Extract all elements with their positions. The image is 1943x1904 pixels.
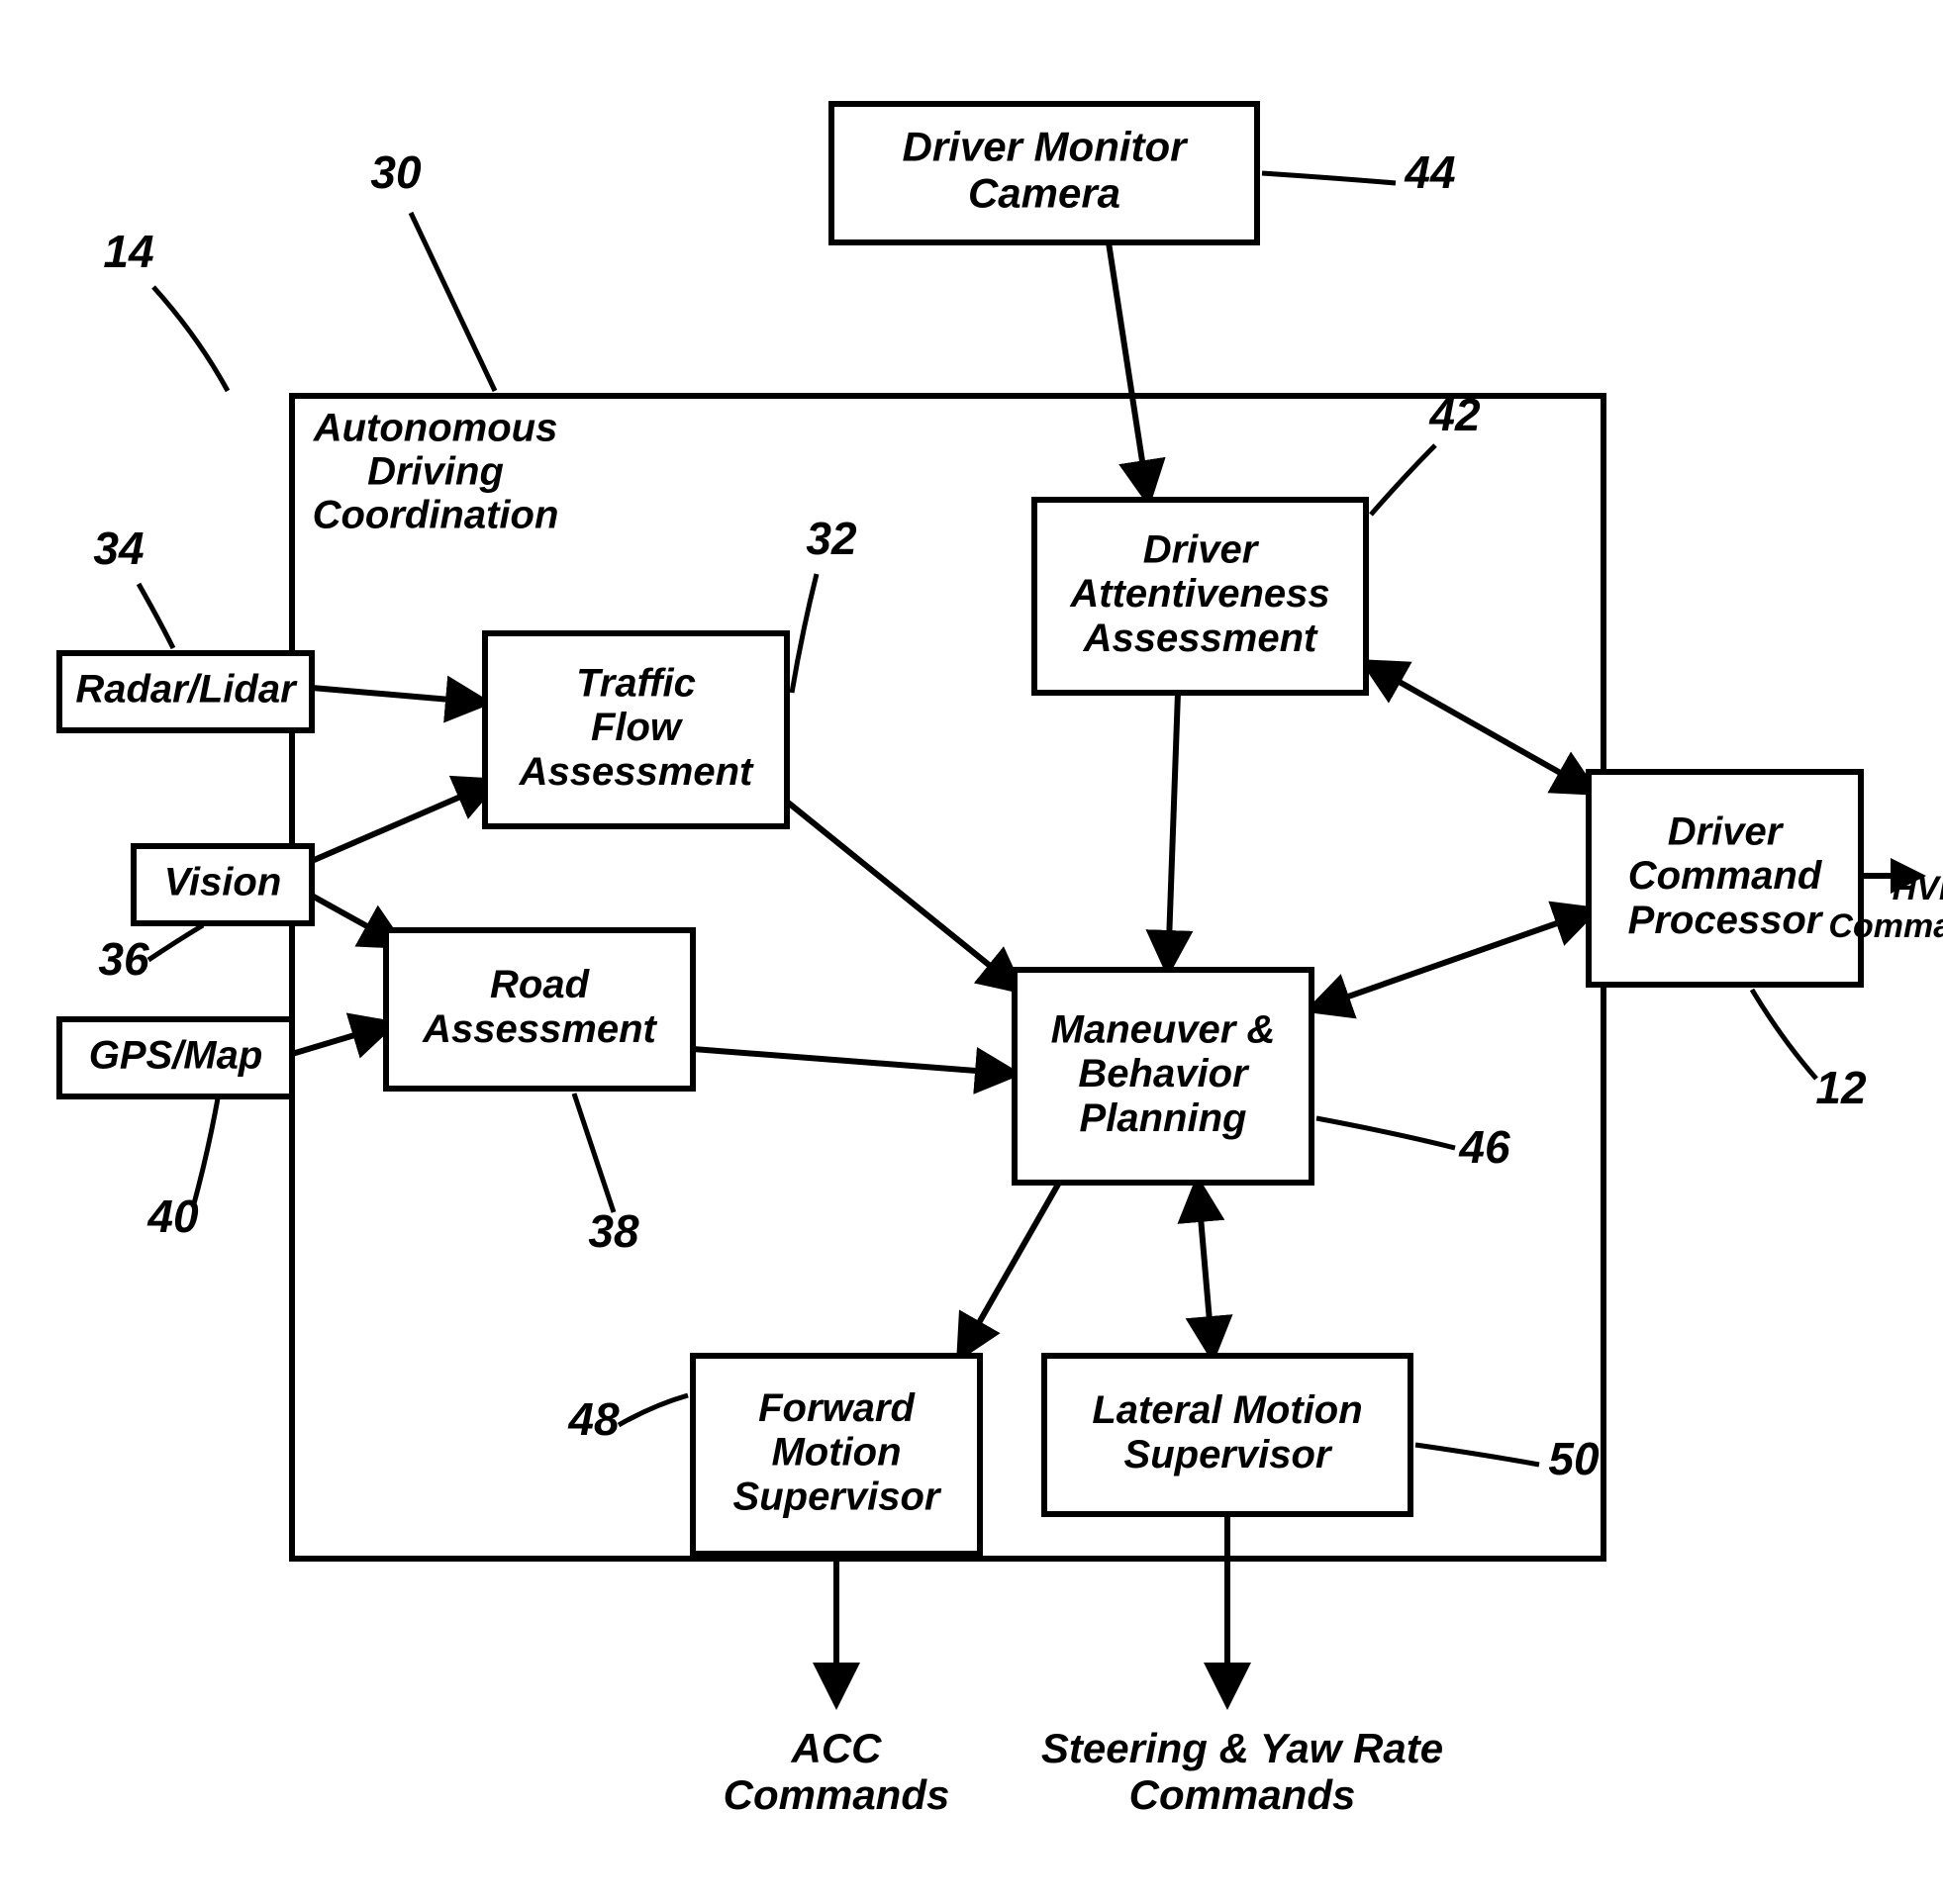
output-steer: Commands xyxy=(1129,1771,1356,1818)
node-label: Forward xyxy=(758,1386,916,1430)
node-label: Planning xyxy=(1080,1096,1247,1140)
ref-leader-8 xyxy=(1262,173,1396,183)
ref-32: 32 xyxy=(806,513,857,564)
node-label: Vision xyxy=(164,861,282,904)
ref-leader-6 xyxy=(574,1094,614,1212)
edge-vision-traffic xyxy=(312,782,495,861)
output-steer: Steering & Yaw Rate xyxy=(1041,1725,1443,1771)
ref-48: 48 xyxy=(567,1393,620,1445)
node-maneuver: Maneuver &BehaviorPlanning xyxy=(1015,970,1312,1183)
ref-46: 46 xyxy=(1458,1121,1510,1173)
node-label: Supervisor xyxy=(1124,1433,1333,1476)
node-lat: Lateral MotionSupervisor xyxy=(1044,1356,1410,1514)
edge-road-maneuver xyxy=(693,1049,1015,1074)
node-label: Lateral Motion xyxy=(1092,1388,1362,1432)
node-label: Driver Monitor xyxy=(902,124,1189,170)
ref-44: 44 xyxy=(1404,146,1455,198)
edge-gps-road xyxy=(292,1024,391,1054)
edge-maneuver-fwd xyxy=(960,1183,1059,1356)
output-acc: ACC xyxy=(791,1725,883,1771)
container-title: Driving xyxy=(367,450,504,494)
node-label: Flow xyxy=(591,706,684,749)
ref-leader-3 xyxy=(148,925,203,960)
node-gps: GPS/Map xyxy=(59,1019,292,1096)
ref-42: 42 xyxy=(1428,389,1481,440)
ref-leader-0 xyxy=(153,287,228,391)
edge-radar-traffic xyxy=(312,688,485,703)
ref-40: 40 xyxy=(146,1190,199,1242)
node-label: Behavior xyxy=(1078,1052,1250,1095)
ref-leader-11 xyxy=(1415,1445,1539,1465)
edge-attentive-dcp-dcp xyxy=(1366,663,1594,792)
ref-leader-12 xyxy=(1752,990,1816,1079)
container-title: Autonomous xyxy=(313,407,558,450)
ref-leader-7 xyxy=(1371,445,1435,515)
node-label: Driver xyxy=(1668,809,1785,853)
edge-traffic-maneuver xyxy=(787,802,1020,990)
diagram-canvas: AutonomousDrivingCoordination Driver Mon… xyxy=(0,0,1943,1904)
ref-leader-9 xyxy=(1316,1118,1455,1148)
node-label: GPS/Map xyxy=(89,1034,263,1078)
node-label: Road xyxy=(490,963,591,1006)
ref-38: 38 xyxy=(588,1205,639,1257)
node-label: Assessment xyxy=(519,750,754,794)
node-label: Maneuver & xyxy=(1051,1007,1276,1051)
ref-leader-10 xyxy=(619,1395,688,1425)
ref-leader-1 xyxy=(411,213,495,391)
node-label: Traffic xyxy=(576,661,696,705)
output-hvi: HVI xyxy=(1893,870,1943,907)
node-label: Camera xyxy=(968,170,1120,217)
ref-12: 12 xyxy=(1815,1062,1867,1113)
edge-maneuver-dcp xyxy=(1312,910,1594,1009)
output-hvi: Commands xyxy=(1828,907,1943,945)
node-attentive: DriverAttentivenessAssessment xyxy=(1034,500,1366,693)
edge-maneuver-lat xyxy=(1198,1183,1213,1356)
node-road: RoadAssessment xyxy=(386,930,693,1089)
node-label: Motion xyxy=(771,1431,901,1475)
ref-50: 50 xyxy=(1548,1433,1600,1484)
node-radar: Radar/Lidar xyxy=(59,653,312,730)
node-label: Attentiveness xyxy=(1069,572,1329,616)
node-label: Radar/Lidar xyxy=(75,668,298,712)
container-title: Coordination xyxy=(313,494,559,537)
ref-36: 36 xyxy=(98,933,149,985)
ref-30: 30 xyxy=(370,146,422,198)
node-label: Driver xyxy=(1143,527,1260,571)
node-traffic: TrafficFlowAssessment xyxy=(485,633,787,826)
node-label: Supervisor xyxy=(733,1475,942,1518)
ref-leader-5 xyxy=(792,574,817,693)
node-label: Assessment xyxy=(1083,617,1318,660)
node-vision: Vision xyxy=(134,846,312,923)
edge-driver_monitor-attentive xyxy=(1109,242,1148,500)
node-label: Command xyxy=(1628,854,1823,898)
ref-14: 14 xyxy=(103,226,153,277)
output-acc: Commands xyxy=(724,1771,950,1818)
node-label: Processor xyxy=(1628,899,1824,942)
node-driver_monitor: Driver MonitorCamera xyxy=(831,104,1257,242)
node-fwd: ForwardMotionSupervisor xyxy=(693,1356,980,1554)
edge-attentive-maneuver xyxy=(1168,693,1178,970)
node-dcp: DriverCommandProcessor xyxy=(1589,772,1861,985)
ref-leader-2 xyxy=(139,584,173,648)
ref-34: 34 xyxy=(93,523,144,574)
node-label: Assessment xyxy=(422,1007,657,1051)
